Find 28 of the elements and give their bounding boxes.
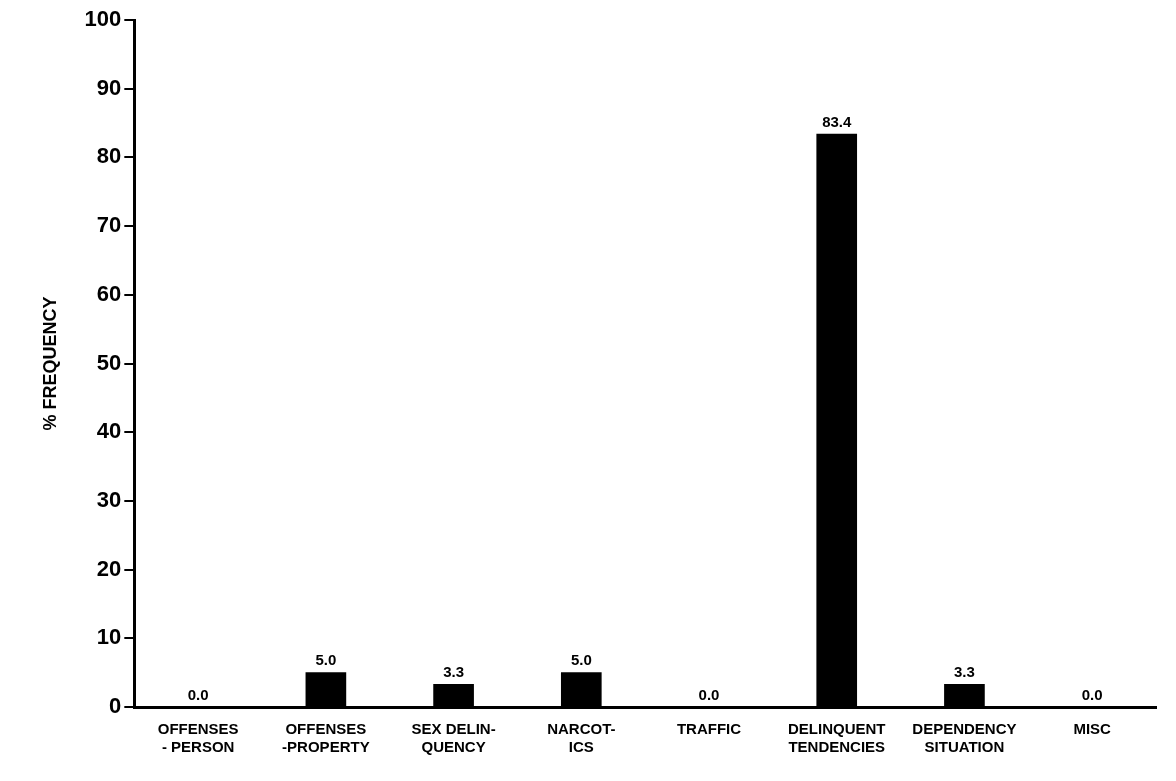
x-tick-label: NARCOT- ICS — [547, 720, 616, 756]
y-tick-label: 20 — [96, 555, 122, 581]
data-label: 5.0 — [570, 651, 592, 669]
data-label: 3.3 — [954, 662, 975, 680]
y-axis-title: % FREQUENCY — [39, 296, 60, 431]
y-tick-label: 60 — [96, 280, 122, 306]
y-tick-label: 80 — [96, 143, 122, 169]
data-label: 0.0 — [698, 685, 720, 703]
x-tick-label: TRAFFIC — [676, 720, 742, 738]
y-tick-label: 70 — [96, 212, 122, 238]
x-tick-label: DELINQUENT TENDENCIES — [787, 720, 886, 756]
x-tick-label: MISC — [1073, 720, 1112, 738]
data-label: 0.0 — [1081, 685, 1103, 703]
x-tick-label: OFFENSES -PROPERTY — [282, 720, 370, 756]
data-label: 0.0 — [187, 685, 209, 703]
y-tick-label: 0 — [109, 693, 122, 719]
data-label: 5.0 — [315, 651, 337, 669]
x-tick-label: OFFENSES - PERSON — [157, 720, 239, 756]
data-label: 83.4 — [822, 112, 852, 130]
y-tick-label: 90 — [96, 74, 122, 100]
y-tick-label: 50 — [96, 349, 122, 375]
x-tick-label: SEX DELIN- QUENCY — [411, 720, 496, 756]
x-tick-label: DEPENDENCY SITUATION — [912, 720, 1017, 756]
y-tick-label: 100 — [84, 6, 122, 32]
y-tick-label: 40 — [96, 418, 122, 444]
y-tick-label: 10 — [96, 624, 122, 650]
y-tick-label: 30 — [96, 486, 122, 512]
data-label: 3.3 — [443, 662, 465, 680]
